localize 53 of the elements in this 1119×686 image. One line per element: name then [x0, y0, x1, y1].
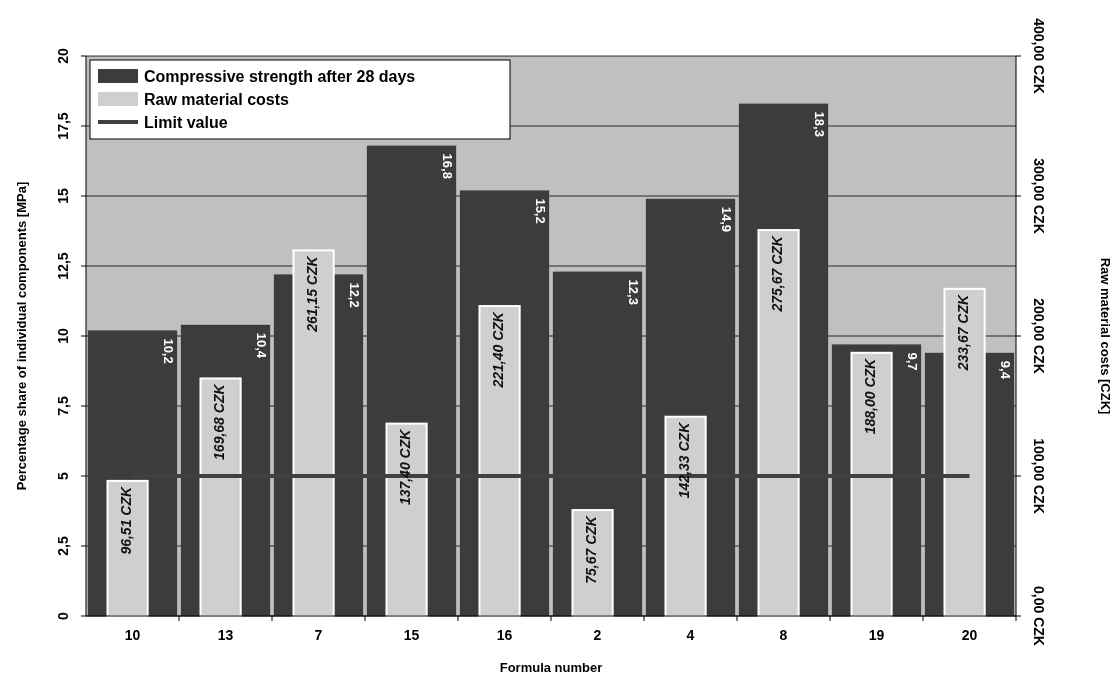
data-label: 96,51 CZK: [118, 486, 135, 555]
data-label: 233,67 CZK: [955, 293, 972, 372]
data-label: 261,15 CZK: [304, 255, 321, 333]
y2-tick-label: 0,00 CZK: [1031, 586, 1047, 646]
data-label: 16,8: [439, 153, 455, 179]
y2-tick-label: 200,00 CZK: [1031, 298, 1047, 374]
y-tick-label: 2,5: [55, 536, 71, 556]
bar: [664, 415, 707, 617]
y-tick-label: 12,5: [55, 252, 71, 280]
data-label: 10,2: [160, 338, 176, 364]
x-tick-label: 7: [314, 627, 323, 643]
data-label: 18,3: [811, 111, 827, 137]
bar: [106, 479, 149, 617]
y-tick-label: 10: [55, 328, 71, 344]
y2-tick-label: 400,00 CZK: [1031, 18, 1047, 94]
legend-label: Limit value: [144, 114, 228, 131]
x-tick-label: 13: [217, 627, 234, 643]
y-tick-label: 15: [55, 188, 71, 204]
bar: [385, 422, 428, 617]
x-tick-label: 20: [961, 627, 978, 643]
y-tick-label: 5: [55, 471, 71, 480]
y-axis-title: Percentage share of individual components [MPa]: [14, 181, 29, 491]
data-label: 12,3: [625, 279, 641, 305]
data-label: 188,00 CZK: [862, 357, 879, 435]
data-label: 75,67 CZK: [583, 515, 600, 584]
y2-axis-title: Raw material costs [CZK]: [1098, 257, 1113, 415]
x-tick-label: 16: [496, 627, 513, 643]
data-label: 275,67 CZK: [769, 235, 786, 313]
y2-tick-label: 100,00 CZK: [1031, 438, 1047, 514]
y-tick-label: 7,5: [55, 396, 71, 416]
data-label: 14,9: [718, 206, 734, 233]
y-tick-label: 0: [55, 611, 71, 620]
data-label: 9,4: [997, 360, 1013, 380]
data-label: 169,68 CZK: [211, 383, 228, 460]
data-label: 221,40 CZK: [490, 311, 507, 389]
x-tick-label: 19: [868, 627, 885, 643]
y2-tick-label: 300,00 CZK: [1031, 158, 1047, 234]
data-label: 15,2: [532, 198, 548, 224]
x-tick-label: 4: [686, 627, 695, 643]
y-tick-label: 20: [55, 48, 71, 64]
x-tick-label: 8: [779, 627, 788, 643]
bar: [757, 229, 800, 617]
bar: [478, 305, 521, 617]
data-label: 10,4: [253, 332, 269, 359]
data-label: 9,7: [904, 352, 920, 371]
x-tick-label: 10: [124, 627, 141, 643]
x-tick-label: 2: [593, 627, 602, 643]
data-label: 12,2: [346, 282, 362, 308]
x-axis-title: Formula number: [499, 660, 603, 675]
x-tick-label: 15: [403, 627, 420, 643]
y-tick-label: 17,5: [55, 112, 71, 140]
legend-label: Compressive strength after 28 days: [144, 68, 416, 85]
legend-label: Raw material costs: [144, 91, 290, 108]
